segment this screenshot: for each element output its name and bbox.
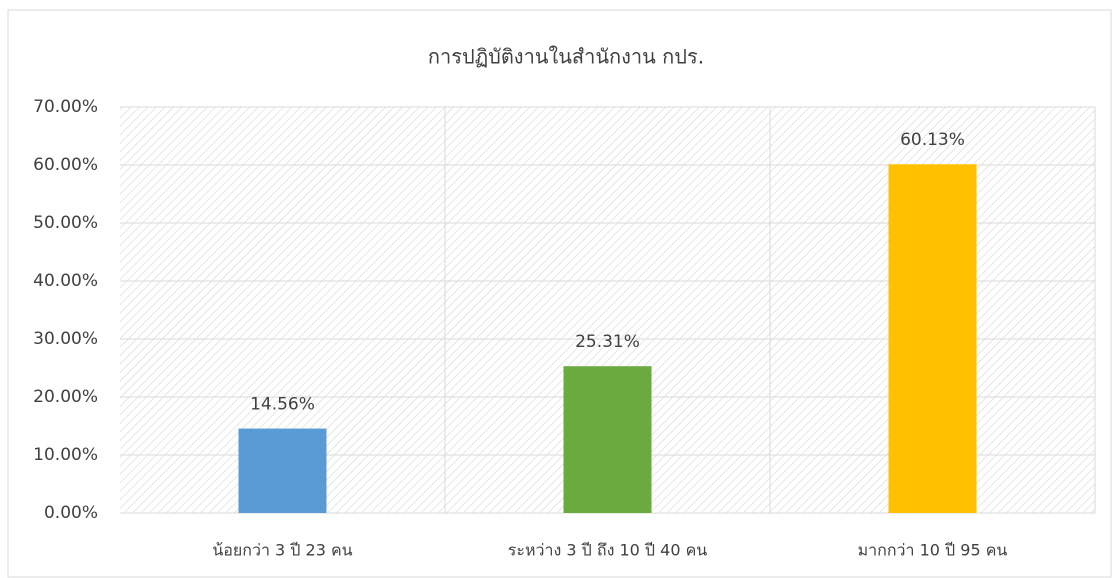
bar bbox=[888, 164, 977, 513]
data-label: 14.56% bbox=[250, 395, 315, 415]
y-tick-label: 50.00% bbox=[33, 213, 98, 233]
data-label: 60.13% bbox=[900, 130, 965, 150]
bar bbox=[563, 366, 652, 513]
x-tick-label: ระหว่าง 3 ปี ถึง 10 ปี 40 คน bbox=[508, 541, 708, 560]
y-tick-label: 70.00% bbox=[33, 97, 98, 117]
y-tick-label: 0.00% bbox=[44, 503, 98, 523]
bar bbox=[238, 428, 327, 513]
y-tick-label: 10.00% bbox=[33, 445, 98, 465]
x-tick-label: น้อยกว่า 3 ปี 23 คน bbox=[212, 541, 352, 560]
y-tick-label: 40.00% bbox=[33, 271, 98, 291]
x-tick-label: มากกว่า 10 ปี 95 คน bbox=[858, 541, 1008, 560]
chart-title: การปฏิบัติงานในสำนักงาน กปร. bbox=[428, 45, 704, 69]
y-tick-label: 60.00% bbox=[33, 155, 98, 175]
y-tick-label: 20.00% bbox=[33, 387, 98, 407]
y-tick-label: 30.00% bbox=[33, 329, 98, 349]
data-label: 25.31% bbox=[575, 332, 640, 352]
